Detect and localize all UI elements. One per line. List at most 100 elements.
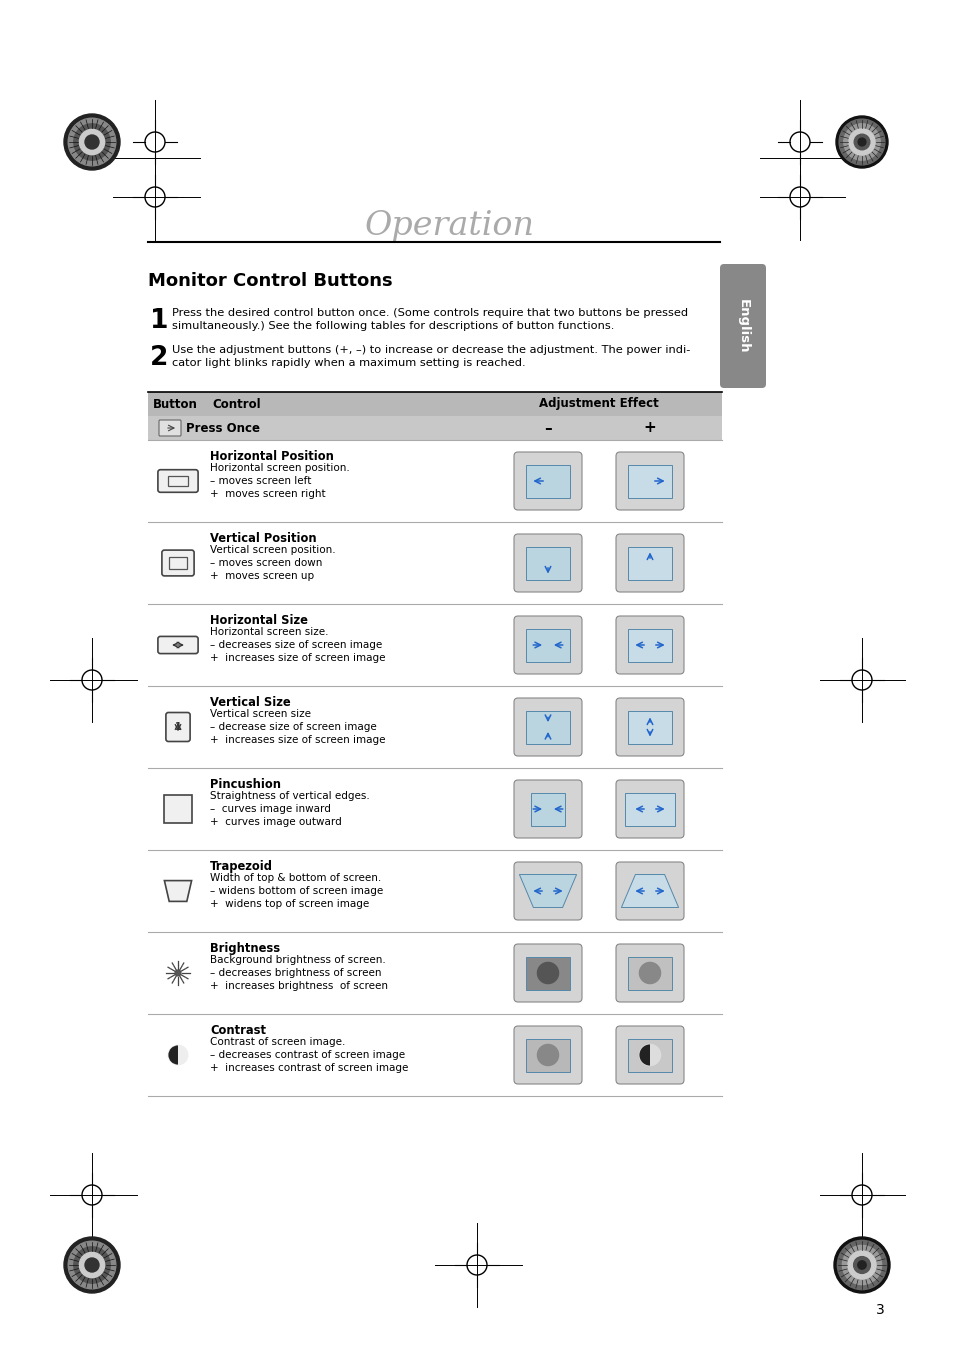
Circle shape <box>64 1237 120 1293</box>
Text: Use the adjustment buttons (+, –) to increase or decrease the adjustment. The po: Use the adjustment buttons (+, –) to inc… <box>172 345 690 368</box>
Text: Operation: Operation <box>365 210 535 243</box>
FancyBboxPatch shape <box>514 944 581 1002</box>
Text: English: English <box>736 299 749 353</box>
FancyBboxPatch shape <box>159 421 181 435</box>
Circle shape <box>853 135 869 150</box>
FancyBboxPatch shape <box>158 469 198 492</box>
FancyBboxPatch shape <box>616 698 683 756</box>
Text: Vertical Position: Vertical Position <box>210 532 316 545</box>
Circle shape <box>537 1045 558 1065</box>
Circle shape <box>79 129 105 155</box>
Text: 1: 1 <box>150 307 169 334</box>
Bar <box>628 957 671 989</box>
Polygon shape <box>531 793 564 825</box>
Circle shape <box>537 962 558 984</box>
FancyBboxPatch shape <box>514 452 581 510</box>
Text: Contrast: Contrast <box>210 1024 266 1037</box>
Bar <box>168 476 188 485</box>
Text: 1: 1 <box>174 723 181 732</box>
Wedge shape <box>639 1045 649 1065</box>
Text: Width of top & bottom of screen.
– widens bottom of screen image
+  widens top o: Width of top & bottom of screen. – widen… <box>210 874 383 909</box>
Text: 2: 2 <box>150 345 168 371</box>
Circle shape <box>68 119 115 166</box>
FancyBboxPatch shape <box>616 534 683 592</box>
Bar <box>526 628 569 662</box>
Text: Control: Control <box>212 398 260 411</box>
Polygon shape <box>164 880 192 902</box>
FancyBboxPatch shape <box>616 861 683 919</box>
Wedge shape <box>169 1046 178 1065</box>
Polygon shape <box>625 793 674 825</box>
FancyBboxPatch shape <box>166 713 190 741</box>
Circle shape <box>68 1242 115 1289</box>
Circle shape <box>64 115 120 170</box>
Text: +: + <box>643 421 656 435</box>
Circle shape <box>833 1237 889 1293</box>
Text: 3: 3 <box>875 1304 883 1317</box>
FancyBboxPatch shape <box>162 550 193 576</box>
Circle shape <box>837 1240 885 1290</box>
Circle shape <box>639 1045 659 1065</box>
Text: Pincushion: Pincushion <box>210 778 281 791</box>
Circle shape <box>73 124 111 160</box>
Bar <box>526 546 569 580</box>
FancyBboxPatch shape <box>514 698 581 756</box>
Circle shape <box>639 962 659 984</box>
Bar <box>526 465 569 497</box>
Text: Button: Button <box>152 398 197 411</box>
FancyBboxPatch shape <box>616 944 683 1002</box>
Text: Horizontal Size: Horizontal Size <box>210 613 308 627</box>
FancyBboxPatch shape <box>158 636 198 654</box>
Text: Vertical screen position.
– moves screen down
+  moves screen up: Vertical screen position. – moves screen… <box>210 545 335 581</box>
Bar <box>628 710 671 744</box>
Polygon shape <box>620 875 678 907</box>
Bar <box>628 546 671 580</box>
FancyBboxPatch shape <box>514 616 581 674</box>
FancyBboxPatch shape <box>616 1026 683 1084</box>
FancyBboxPatch shape <box>514 534 581 592</box>
Circle shape <box>169 1046 188 1065</box>
Text: Press Once: Press Once <box>186 422 260 434</box>
Text: –: – <box>543 421 551 435</box>
Circle shape <box>79 1252 105 1278</box>
Text: Horizontal screen size.
– decreases size of screen image
+  increases size of sc: Horizontal screen size. – decreases size… <box>210 627 385 663</box>
Circle shape <box>175 971 181 976</box>
Polygon shape <box>518 875 576 907</box>
FancyBboxPatch shape <box>720 264 765 388</box>
Text: Monitor Control Buttons: Monitor Control Buttons <box>148 272 393 290</box>
Text: Press the desired control button once. (Some controls require that two buttons b: Press the desired control button once. (… <box>172 307 687 332</box>
FancyBboxPatch shape <box>514 1026 581 1084</box>
FancyBboxPatch shape <box>616 780 683 838</box>
Circle shape <box>85 135 99 150</box>
Circle shape <box>841 1246 881 1285</box>
Bar <box>628 1038 671 1072</box>
FancyBboxPatch shape <box>514 861 581 919</box>
Circle shape <box>847 1251 875 1279</box>
Circle shape <box>848 129 874 155</box>
FancyBboxPatch shape <box>616 452 683 510</box>
Circle shape <box>835 116 887 168</box>
Circle shape <box>73 1247 111 1283</box>
Text: Trapezoid: Trapezoid <box>210 860 273 874</box>
Text: Horizontal Position: Horizontal Position <box>210 450 334 462</box>
FancyBboxPatch shape <box>616 616 683 674</box>
Bar <box>526 710 569 744</box>
Circle shape <box>857 1260 865 1270</box>
Bar <box>164 795 192 822</box>
Bar <box>526 1038 569 1072</box>
Bar <box>148 392 721 417</box>
Text: Adjustment Effect: Adjustment Effect <box>538 398 659 411</box>
Bar <box>526 957 569 989</box>
Text: Brightness: Brightness <box>210 942 280 954</box>
Bar <box>148 417 721 439</box>
Bar <box>169 558 187 569</box>
FancyBboxPatch shape <box>514 780 581 838</box>
Circle shape <box>857 137 865 146</box>
Circle shape <box>842 124 880 160</box>
Text: Background brightness of screen.
– decreases brightness of screen
+  increases b: Background brightness of screen. – decre… <box>210 954 388 991</box>
Text: Vertical Size: Vertical Size <box>210 696 291 709</box>
Text: Straightness of vertical edges.
–  curves image inward
+  curves image outward: Straightness of vertical edges. – curves… <box>210 791 370 826</box>
Text: Horizontal screen position.
– moves screen left
+  moves screen right: Horizontal screen position. – moves scre… <box>210 462 350 499</box>
Text: Contrast of screen image.
– decreases contrast of screen image
+  increases cont: Contrast of screen image. – decreases co… <box>210 1037 408 1073</box>
Bar <box>628 465 671 497</box>
